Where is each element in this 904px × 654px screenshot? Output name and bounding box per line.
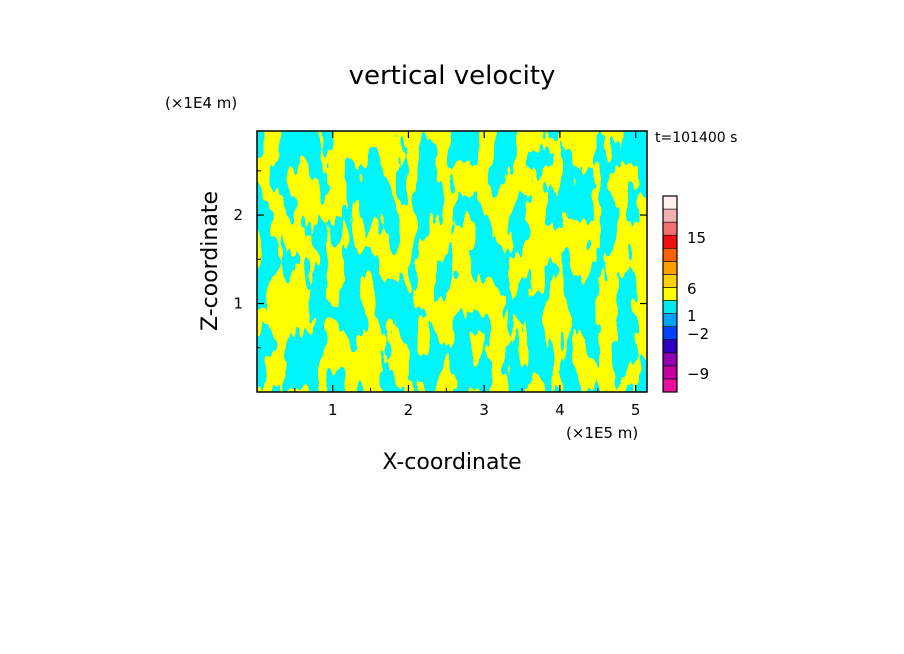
colorbar-label: −2 — [687, 325, 709, 343]
x-tick-label: 1 — [328, 401, 338, 419]
y-axis: 12 — [233, 170, 647, 349]
x-tick-label: 4 — [555, 401, 565, 419]
x-tick-label: 2 — [404, 401, 414, 419]
x-tick-label: 3 — [479, 401, 489, 419]
colorbar-bin — [662, 378, 678, 393]
colorbar-bin — [662, 352, 678, 367]
y-tick-label: 1 — [233, 295, 243, 313]
colorbar-label: 6 — [687, 280, 697, 298]
colorbar-labels: 15 6 1−2 −9 — [687, 229, 709, 383]
vertical-velocity-field — [257, 131, 647, 392]
colorbar-label: 1 — [687, 307, 697, 325]
y-axis-label: Z-coordinate — [198, 191, 223, 331]
colorbar-bin — [662, 287, 678, 301]
colorbar-label: 15 — [687, 229, 706, 247]
colorbar-bin — [662, 326, 678, 341]
colorbar-frame — [662, 195, 678, 393]
chart-title: vertical velocity — [349, 61, 556, 91]
colorbar-label: −9 — [687, 365, 709, 383]
colorbar-bin — [662, 274, 678, 288]
colorbar-bin — [662, 195, 678, 210]
colorbar — [662, 195, 678, 393]
y-tick-label: 2 — [233, 206, 243, 224]
time-label: t=101400 s — [655, 130, 737, 146]
x-tick-label: 5 — [631, 401, 641, 419]
colorbar-bin — [662, 365, 678, 380]
x-axis: 1 2 3 4 5 — [294, 131, 641, 419]
colorbar-bin — [662, 313, 678, 327]
colorbar-bin — [662, 221, 678, 236]
x-axis-label: X-coordinate — [382, 450, 521, 475]
colorbar-bin — [662, 234, 678, 249]
plot-area — [257, 131, 647, 392]
colorbar-bin — [662, 261, 678, 275]
plot-frame — [256, 130, 648, 393]
colorbar-bin — [662, 339, 678, 354]
colorbar-bin — [662, 247, 678, 262]
colorbar-bin — [662, 208, 678, 223]
x-unit-label: (×1E5 m) — [566, 424, 638, 442]
y-unit-label: (×1E4 m) — [165, 94, 237, 112]
colorbar-bin — [662, 300, 678, 314]
